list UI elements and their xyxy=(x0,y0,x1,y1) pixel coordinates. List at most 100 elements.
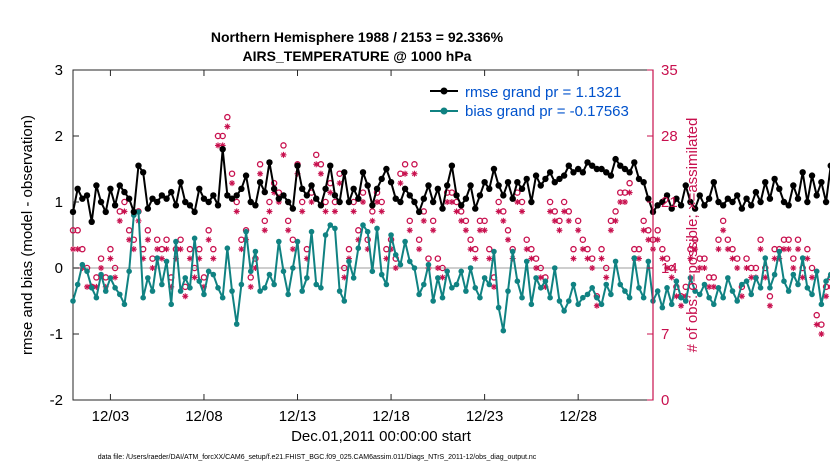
rmse-point xyxy=(733,192,741,199)
rmse-point xyxy=(387,179,395,186)
rmse-point xyxy=(397,198,404,206)
bias-point xyxy=(664,285,670,291)
bias-point xyxy=(659,304,666,311)
bias-point xyxy=(785,288,792,294)
rmse-point xyxy=(588,162,596,169)
rmse-point xyxy=(705,195,713,202)
rmse-point xyxy=(743,195,750,202)
rmse-point xyxy=(631,159,638,166)
bias-point xyxy=(776,248,783,255)
bias-point xyxy=(631,255,638,261)
rmse-point xyxy=(383,165,390,173)
rmse-point xyxy=(626,169,633,176)
rmse-point xyxy=(818,179,825,186)
obs-possible-point xyxy=(766,293,774,300)
bias-point xyxy=(308,228,315,235)
rmse-point xyxy=(462,195,470,202)
obs-assimilated-point xyxy=(495,208,502,215)
obs-possible-point xyxy=(574,217,582,225)
rmse-point xyxy=(565,162,573,169)
obs-assimilated-point xyxy=(790,265,797,271)
rmse-point xyxy=(738,205,746,212)
rmse-point xyxy=(794,195,802,202)
rmse-point xyxy=(191,208,198,216)
bias-point xyxy=(229,288,235,294)
bias-point xyxy=(748,291,755,298)
rmse-point xyxy=(298,185,306,192)
bias-point xyxy=(636,285,642,291)
obs-assimilated-point xyxy=(664,265,671,271)
rmse-point xyxy=(163,195,170,202)
rmse-point xyxy=(481,179,488,186)
rmse-point xyxy=(523,175,530,183)
bias-point xyxy=(584,291,591,298)
bias-point xyxy=(154,255,160,261)
rmse-point xyxy=(748,202,755,209)
obs-assimilated-point xyxy=(280,151,287,158)
y-tick-label: 1 xyxy=(55,194,63,211)
y-tick-right-label: 14 xyxy=(661,260,678,277)
bias-point xyxy=(739,281,745,288)
rmse-point xyxy=(710,179,718,186)
bias-point xyxy=(93,294,100,301)
obs-assimilated-point xyxy=(519,208,526,215)
obs-possible-point xyxy=(256,161,264,168)
obs-assimilated-point xyxy=(486,255,493,262)
obs-assimilated-point xyxy=(654,236,661,243)
rmse-point xyxy=(514,179,521,186)
bias-point xyxy=(435,275,441,281)
obs-possible-point xyxy=(312,151,320,159)
obs-possible-point xyxy=(153,236,161,243)
y-axis-label: rmse and bias (model - observation) xyxy=(19,115,36,355)
bias-point xyxy=(682,298,689,304)
obs-possible-point xyxy=(210,245,217,253)
obs-assimilated-point xyxy=(762,274,769,281)
obs-assimilated-point xyxy=(144,236,151,243)
bias-point xyxy=(196,278,203,285)
bias-point xyxy=(173,238,179,245)
bias-point xyxy=(271,281,277,288)
rmse-point xyxy=(172,202,180,209)
obs-possible-point xyxy=(177,236,184,243)
rmse-point xyxy=(429,198,437,206)
obs-possible-point xyxy=(481,217,488,225)
bias-point xyxy=(383,281,390,288)
bias-point xyxy=(135,209,142,215)
obs-assimilated-point xyxy=(659,255,666,262)
obs-assimilated-point xyxy=(434,265,441,271)
rmse-point xyxy=(294,162,301,169)
bias-point xyxy=(570,281,577,288)
rmse-point xyxy=(228,195,236,202)
obs-possible-point xyxy=(504,227,512,234)
rmse-point xyxy=(691,205,699,212)
obs-possible-point xyxy=(654,227,661,234)
obs-possible-point xyxy=(298,198,306,206)
obs-assimilated-point xyxy=(692,246,699,253)
obs-assimilated-point xyxy=(411,170,418,177)
x-tick-label: 12/18 xyxy=(372,408,410,425)
rmse-point xyxy=(392,195,399,202)
obs-possible-point xyxy=(144,227,152,234)
bias-point xyxy=(598,301,605,308)
bias-point xyxy=(823,278,829,285)
bias-point xyxy=(795,281,801,288)
obs-assimilated-point xyxy=(416,246,423,253)
obs-assimilated-point xyxy=(827,284,830,290)
rmse-point xyxy=(125,195,133,202)
bias-point xyxy=(715,285,722,291)
obs-assimilated-point xyxy=(612,217,619,224)
y-tick-label: 3 xyxy=(55,62,63,79)
bias-point xyxy=(247,268,254,275)
bias-point xyxy=(725,275,731,281)
rmse-point xyxy=(266,159,273,166)
bias-point xyxy=(159,281,165,288)
bias-point xyxy=(98,271,104,278)
obs-possible-point xyxy=(74,227,81,234)
obs-assimilated-point xyxy=(514,199,521,205)
bias-point xyxy=(70,298,76,304)
bias-point xyxy=(799,255,806,261)
obs-assimilated-point xyxy=(402,170,409,177)
rmse-point xyxy=(472,205,479,212)
bias-point xyxy=(360,222,366,228)
bias-point xyxy=(187,285,193,291)
